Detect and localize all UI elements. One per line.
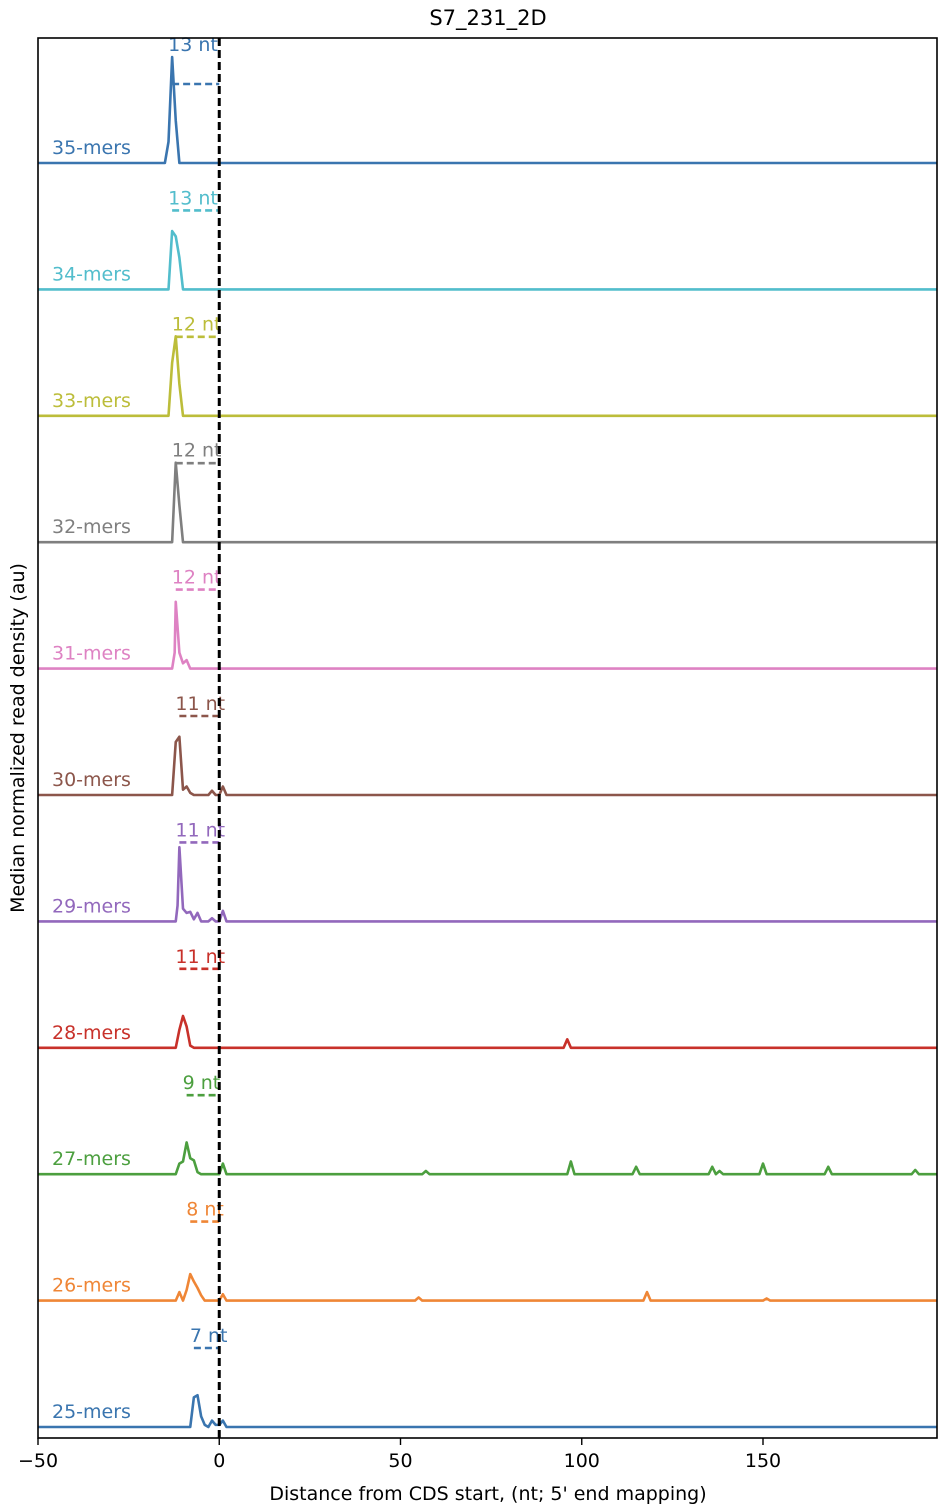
- series-label-31-mers: 31-mers: [52, 643, 131, 665]
- series-35-mers: 13 nt 35-mers: [38, 34, 937, 165]
- offset-label-31-mers: 12 nt: [172, 567, 222, 589]
- series-label-28-mers: 28-mers: [52, 1022, 131, 1044]
- offset-label-26-mers: 8 nt: [186, 1199, 224, 1221]
- offset-label-25-mers: 7 nt: [190, 1325, 228, 1347]
- offset-label-27-mers: 9 nt: [183, 1072, 221, 1094]
- x-axis-label: Distance from CDS start, (nt; 5' end map…: [269, 1483, 706, 1505]
- series-33-mers: 12 nt 33-mers: [38, 313, 937, 418]
- series-label-27-mers: 27-mers: [52, 1148, 131, 1170]
- offset-label-34-mers: 13 nt: [168, 187, 218, 209]
- series-label-25-mers: 25-mers: [52, 1401, 131, 1423]
- series-30-mers: 11 nt 30-mers: [38, 693, 937, 797]
- y-axis-label: Median normalized read density (au): [7, 563, 29, 913]
- offset-label-32-mers: 12 nt: [172, 440, 222, 462]
- x-tick-label: 50: [388, 1450, 412, 1472]
- x-tick-label: 0: [213, 1450, 225, 1472]
- offset-label-35-mers: 13 nt: [168, 34, 218, 56]
- offset-label-29-mers: 11 nt: [175, 819, 225, 841]
- x-tick-label: 100: [564, 1450, 600, 1472]
- series-label-29-mers: 29-mers: [52, 895, 131, 917]
- series-line-27-mers: [38, 1141, 937, 1176]
- series-line-31-mers: [38, 600, 937, 670]
- series-line-34-mers: [38, 229, 937, 291]
- series-28-mers: 11 nt 28-mers: [38, 946, 937, 1050]
- series-25-mers: 7 nt 25-mers: [38, 1325, 937, 1429]
- chart-title: S7_231_2D: [429, 6, 546, 31]
- series-label-34-mers: 34-mers: [52, 263, 131, 285]
- x-tick-label: 150: [745, 1450, 781, 1472]
- series-line-25-mers: [38, 1393, 937, 1429]
- series-27-mers: 9 nt 27-mers: [38, 1072, 937, 1176]
- series-34-mers: 13 nt 34-mers: [38, 187, 937, 291]
- series-label-26-mers: 26-mers: [52, 1275, 131, 1297]
- series-line-30-mers: [38, 735, 937, 797]
- x-tick-label: −50: [18, 1450, 58, 1472]
- x-axis-ticks: −50 0 50 100 150: [18, 1438, 781, 1472]
- plot-frame: [37, 37, 938, 1439]
- series-32-mers: 12 nt 32-mers: [38, 440, 937, 544]
- series-label-32-mers: 32-mers: [52, 516, 131, 538]
- series-label-35-mers: 35-mers: [52, 137, 131, 159]
- offset-label-28-mers: 11 nt: [175, 946, 225, 968]
- series-line-35-mers: [38, 55, 937, 165]
- series-line-32-mers: [38, 461, 937, 544]
- series-line-28-mers: [38, 1014, 937, 1050]
- series-31-mers: 12 nt 31-mers: [38, 567, 937, 670]
- series-label-30-mers: 30-mers: [52, 769, 131, 791]
- series-label-33-mers: 33-mers: [52, 390, 131, 412]
- offset-label-30-mers: 11 nt: [175, 693, 225, 715]
- offset-label-33-mers: 12 nt: [172, 313, 222, 335]
- series-26-mers: 8 nt 26-mers: [38, 1199, 937, 1302]
- series-line-26-mers: [38, 1272, 937, 1302]
